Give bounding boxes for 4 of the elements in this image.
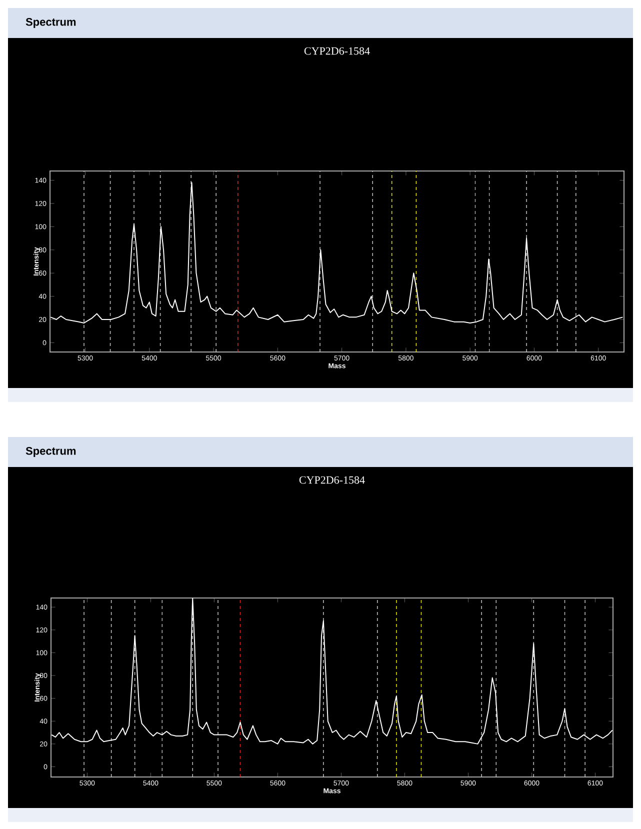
chart-title: CYP2D6-1584 [304,47,370,55]
text: Spectrum [26,18,76,28]
text: Spectrum [26,447,76,457]
chart-title: CYP2D6-1584 [299,476,365,484]
